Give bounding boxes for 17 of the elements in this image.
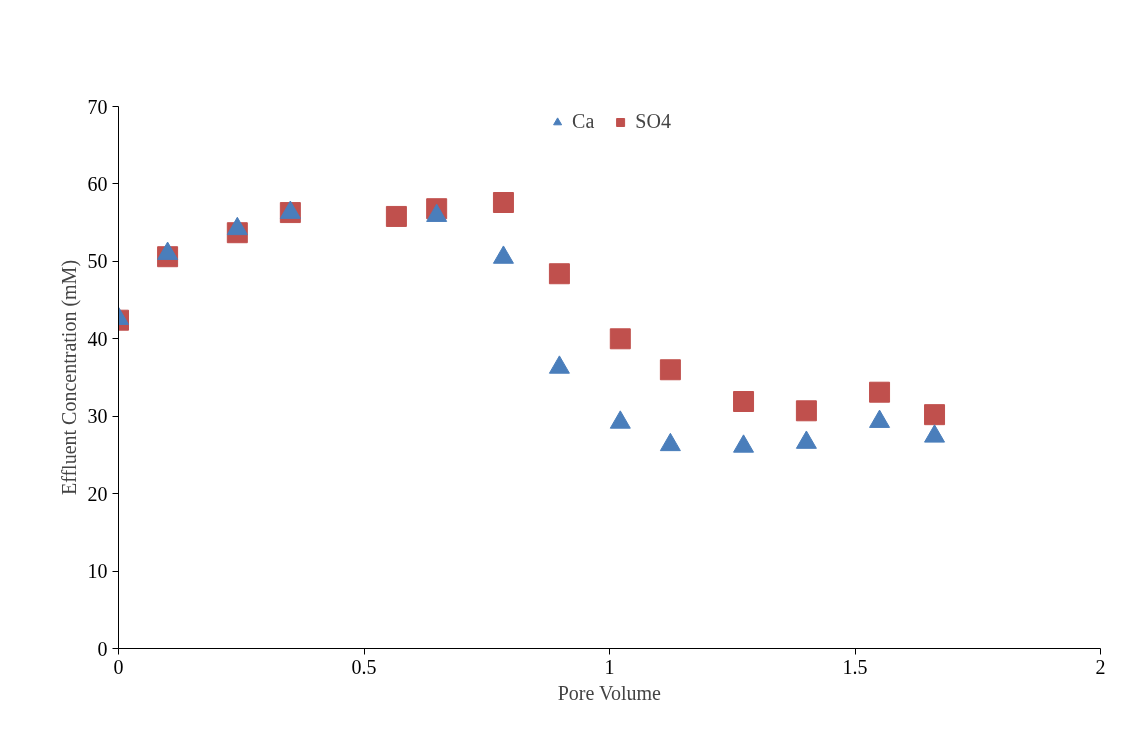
y-tick-label: 60 <box>87 172 108 195</box>
x-axis-title: Pore Volume <box>557 681 662 704</box>
legend-label: Ca <box>572 110 595 133</box>
y-tick-label: 40 <box>87 327 108 350</box>
y-tick-label: 70 <box>87 95 108 118</box>
y-tick-label: 30 <box>87 405 108 428</box>
legend-label: SO4 <box>635 110 671 133</box>
x-tick-label: 0 <box>113 655 124 678</box>
y-tick-label: 20 <box>87 482 108 505</box>
x-tick-label: 1 <box>604 655 615 678</box>
x-tick-label: 0.5 <box>351 655 377 678</box>
y-tick-label: 50 <box>87 250 108 273</box>
y-tick-label: 0 <box>97 637 108 660</box>
y-axis-title: Effluent Concentration (mM) <box>57 259 81 496</box>
x-tick-label: 1.5 <box>842 655 868 678</box>
x-tick-label: 2 <box>1095 655 1106 678</box>
y-tick-label: 10 <box>87 560 108 583</box>
